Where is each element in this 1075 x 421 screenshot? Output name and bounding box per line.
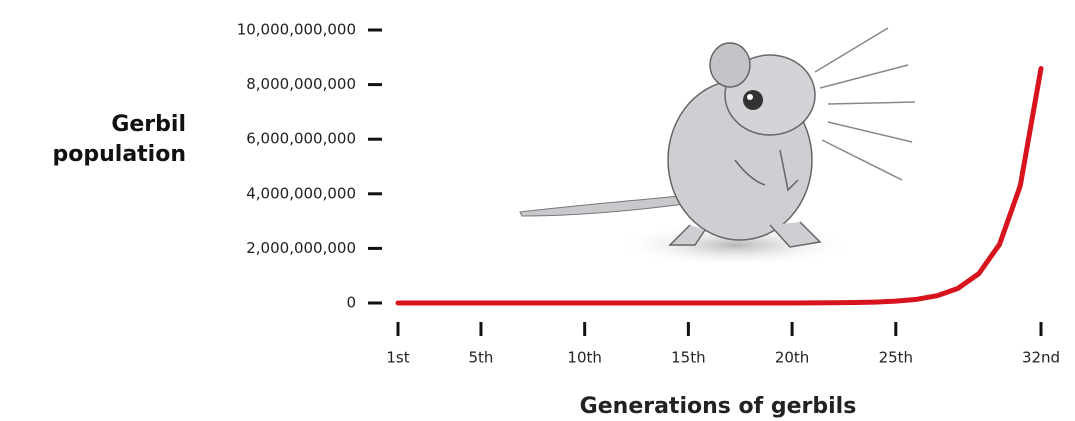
y-tick-label: 8,000,000,000 [246, 75, 356, 93]
y-tick-label: 4,000,000,000 [246, 184, 356, 202]
y-tick-label: 6,000,000,000 [246, 130, 356, 148]
x-tick-label: 10th [567, 349, 601, 367]
y-tick-label: 2,000,000,000 [246, 239, 356, 257]
x-axis-label: Generations of gerbils [580, 394, 857, 419]
x-tick-label: 5th [468, 349, 493, 367]
chart: 0 2,000,000,000 4,000,000,000 6,000,000,000… [0, 0, 1075, 421]
y-tick-label: 10,000,000,000 [237, 21, 356, 39]
x-tick-label: 25th [879, 349, 913, 367]
x-tick-label: 32nd [1022, 349, 1060, 367]
y-axis-label: Gerbil population [40, 110, 186, 170]
x-tick-label: 1st [386, 349, 409, 367]
x-tick-label: 20th [775, 349, 809, 367]
y-tick-label: 0 [346, 294, 356, 312]
chart-canvas: 0 2,000,000,000 4,000,000,000 6,000,000,000… [0, 0, 1075, 421]
gerbil-illustration [520, 28, 915, 267]
x-tick-label: 15th [671, 349, 705, 367]
